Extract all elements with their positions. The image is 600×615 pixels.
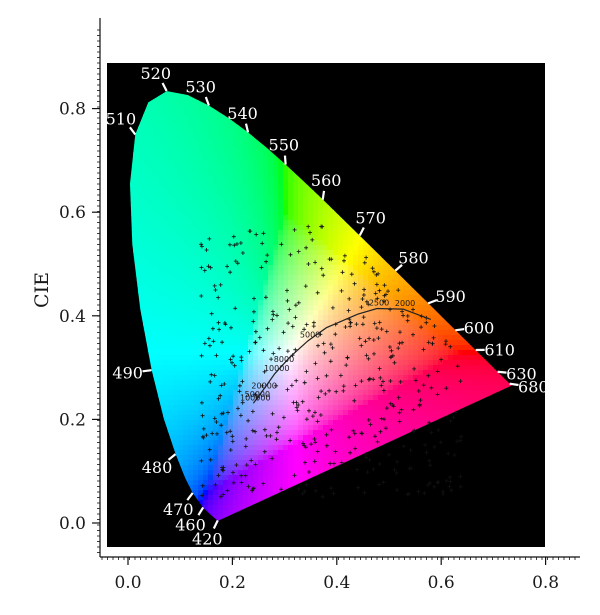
wavelength-tick <box>394 264 403 272</box>
wavelength-label: 560 <box>311 171 342 190</box>
wavelength-tick <box>283 155 287 165</box>
wavelength-label: 630 <box>506 365 537 384</box>
cct-label: 100000 <box>240 393 271 402</box>
wavelength-label: 550 <box>269 136 300 155</box>
wavelength-label: 490 <box>112 364 143 383</box>
wavelength-label: 530 <box>185 78 216 97</box>
wavelength-tick <box>358 226 365 237</box>
wavelength-tick <box>509 382 519 387</box>
y-tick-label: 0.4 <box>59 307 86 327</box>
x-tick-label: 0.4 <box>323 573 350 593</box>
x-tick-label: 0.8 <box>532 573 559 593</box>
cct-label: 5000 <box>300 331 320 340</box>
wavelength-label: 570 <box>355 209 386 228</box>
wavelength-label: 590 <box>435 287 466 306</box>
x-axis: 0.0 0.2 0.4 0.6 0.8 <box>100 556 580 593</box>
cct-label: 10000 <box>264 364 289 373</box>
wavelength-tick <box>212 519 219 529</box>
cct-label: 8000 <box>274 355 294 364</box>
y-tick-label: 0.2 <box>59 410 86 430</box>
y-axis: 0.0 0.2 0.4 0.6 0.8 <box>59 18 101 557</box>
y-tick-label: 0.8 <box>59 100 86 120</box>
wavelength-label: 420 <box>192 529 223 548</box>
wavelength-label: 470 <box>163 500 194 519</box>
wavelength-tick <box>142 369 152 373</box>
wavelength-tick <box>455 327 465 332</box>
wavelength-tick <box>186 492 194 501</box>
cct-label: 50000 <box>245 390 270 399</box>
wavelength-tick <box>427 299 437 305</box>
x-tick-label: 0.0 <box>114 573 141 593</box>
x-tick-label: 0.2 <box>219 573 246 593</box>
wavelength-tick <box>167 453 177 461</box>
wavelength-label: 610 <box>484 341 515 360</box>
wavelength-label: 540 <box>227 104 258 123</box>
wavelength-label: 600 <box>464 319 495 338</box>
data-markers <box>199 224 464 499</box>
wavelength-tick <box>197 506 205 516</box>
cct-label: 2500 <box>369 299 389 308</box>
wavelength-label: 510 <box>106 110 137 129</box>
x-tick-label: 0.6 <box>428 573 455 593</box>
wavelength-label: 580 <box>398 249 429 268</box>
cct-label: 20000 <box>251 381 276 390</box>
y-tick-label: 0.6 <box>59 203 86 223</box>
wavelength-tick <box>321 190 326 200</box>
wavelength-tick <box>129 126 137 136</box>
wavelength-label: 680 <box>518 378 549 397</box>
wavelength-label: 460 <box>175 515 206 534</box>
planckian-curve <box>252 307 432 404</box>
wavelength-tick <box>244 123 250 133</box>
wavelength-tick <box>204 96 210 106</box>
y-axis-label: CIE <box>31 272 53 308</box>
y-tick-label: 0.0 <box>59 514 86 534</box>
wavelength-tick <box>497 370 507 374</box>
wavelength-label: 520 <box>140 64 171 83</box>
wavelength-label: 480 <box>142 458 173 477</box>
wavelength-tick <box>161 82 168 92</box>
marker-cross <box>199 224 464 499</box>
cct-label: 2000 <box>395 299 415 308</box>
